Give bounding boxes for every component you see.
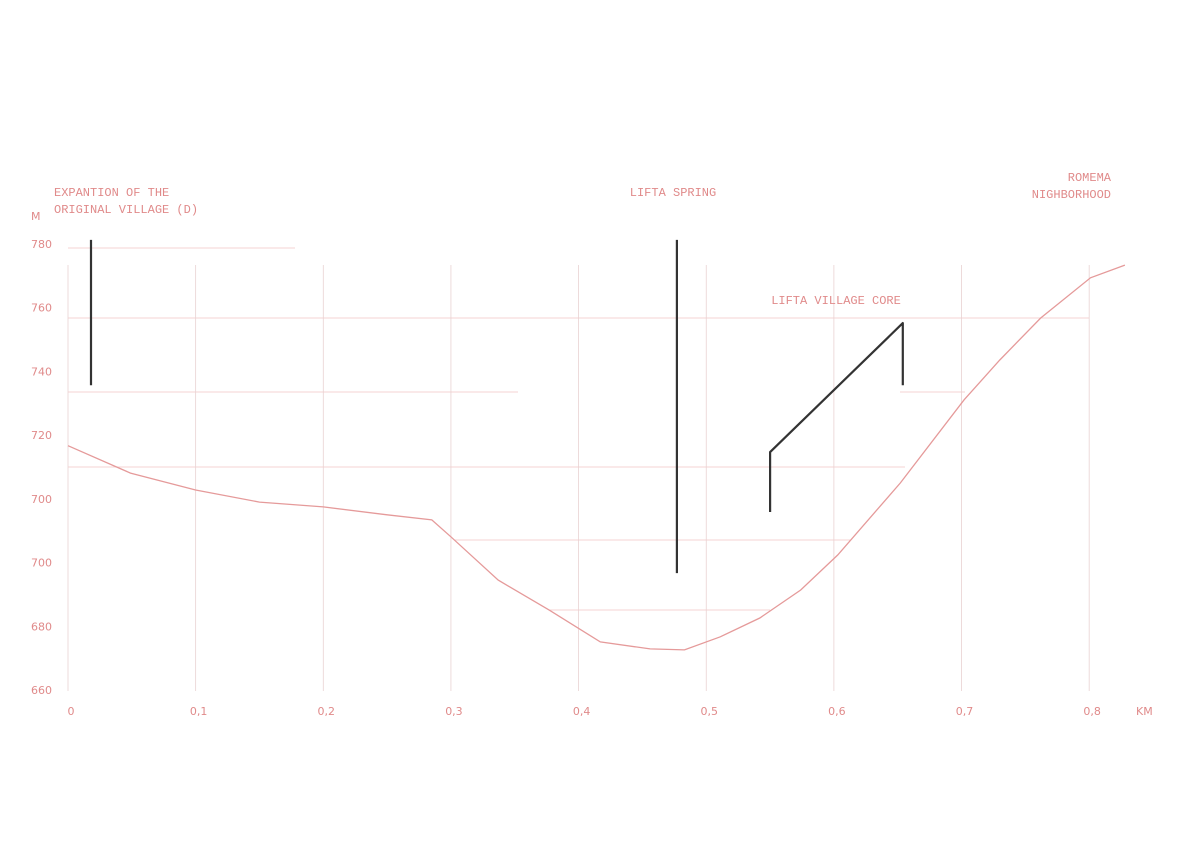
annotation: ORIGINAL VILLAGE (D)	[54, 203, 198, 217]
y-tick-label: 780	[31, 238, 52, 251]
y-tick-label: 760	[31, 302, 52, 315]
x-tick-label: 0,1	[190, 705, 208, 718]
x-tick-label: 0,5	[700, 705, 718, 718]
x-axis-label: KM	[1136, 705, 1153, 718]
x-tick-label: 0,2	[318, 705, 336, 718]
x-tick-label: 0,3	[445, 705, 463, 718]
elevation-profile	[67, 264, 1126, 651]
x-tick-label: 0,4	[573, 705, 591, 718]
building-sketch	[769, 322, 904, 512]
x-tick-label: 0,8	[1083, 705, 1101, 718]
annotation: LIFTA VILLAGE CORE	[771, 294, 901, 308]
annotation: EXPANTION OF THE	[54, 186, 169, 200]
x-tick-label: 0,6	[828, 705, 846, 718]
y-tick-label: 740	[31, 365, 52, 378]
y-tick-label: 680	[31, 620, 52, 633]
annotation: ROMEMA	[1068, 171, 1112, 185]
y-tick-label: 660	[31, 684, 52, 697]
annotation: LIFTA SPRING	[630, 186, 716, 200]
y-tick-label: 720	[31, 429, 52, 442]
x-tick-label: 0	[68, 705, 75, 718]
y-tick-label: 700	[31, 557, 52, 570]
y-tick-label: 700	[31, 493, 52, 506]
guides	[68, 247, 1089, 611]
annotation: NIGHBORHOOD	[1032, 188, 1111, 202]
y-axis-label: M	[31, 210, 41, 223]
x-tick-label: 0,7	[956, 705, 974, 718]
